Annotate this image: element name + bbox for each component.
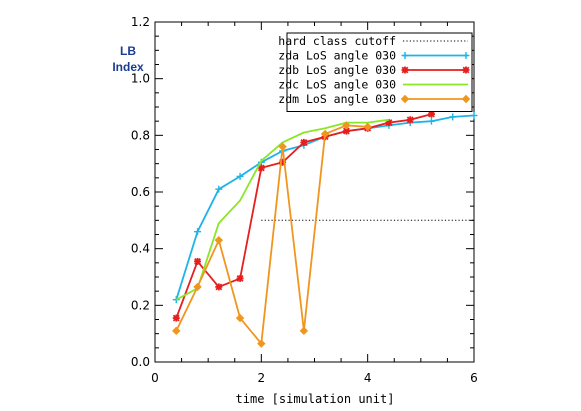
series-3 (172, 110, 435, 322)
y-axis-label-line: Index (112, 60, 144, 74)
series-lines (172, 110, 478, 348)
data-point (342, 121, 351, 130)
axis-ticks: 0 2 4 6 0.0 0.2 0.4 0.6 0.8 1.0 1.2 (131, 15, 478, 385)
legend-marker (462, 52, 470, 59)
x-tick-label: 6 (470, 371, 478, 385)
y-axis-label-line: LB (120, 44, 136, 58)
data-point (236, 172, 244, 180)
y-tick-label: 0.0 (131, 355, 150, 369)
series-5 (172, 121, 372, 348)
legend-marker (401, 66, 409, 74)
legend-entry-label: hard class cutoff (278, 34, 396, 48)
legend-entry-label: zdm LoS angle 030 (278, 92, 396, 106)
legend-entry-label: zdc LoS angle 030 (278, 78, 396, 92)
data-point (278, 142, 287, 151)
legend-marker (400, 94, 410, 104)
y-tick-label: 1.0 (131, 72, 150, 86)
series-line (175, 114, 475, 300)
y-tick-label: 0.2 (131, 298, 150, 312)
data-point (214, 235, 224, 245)
x-axis-label: time [simulation unit] (236, 392, 395, 406)
legend-marker (462, 66, 470, 74)
x-tick-label: 2 (258, 371, 266, 385)
data-point (172, 296, 180, 304)
data-point (194, 228, 202, 236)
data-point (194, 257, 202, 265)
x-tick-label: 0 (151, 371, 159, 385)
data-point (427, 117, 435, 125)
legend-marker (401, 52, 409, 59)
series-4 (175, 118, 390, 301)
y-tick-label: 1.2 (131, 15, 150, 29)
data-point (172, 326, 181, 336)
data-point (299, 326, 309, 336)
y-axis-label: LB Index (112, 44, 144, 74)
legend-entry-label: zdb LoS angle 030 (278, 63, 396, 77)
legend-marker (461, 94, 471, 104)
series-line (175, 124, 368, 345)
y-tick-label: 0.8 (131, 128, 150, 142)
data-point (363, 122, 372, 132)
data-point (320, 129, 330, 139)
data-point (193, 282, 202, 292)
y-tick-label: 0.4 (131, 242, 150, 256)
data-point (235, 313, 245, 323)
data-point (257, 164, 265, 172)
data-point (215, 185, 223, 193)
data-point (449, 113, 457, 121)
data-point (236, 274, 244, 282)
data-point (257, 339, 266, 348)
series-line (175, 118, 390, 301)
x-tick-label: 4 (364, 371, 372, 385)
data-point (215, 283, 223, 291)
legend-entry-label: zda LoS angle 030 (278, 49, 396, 63)
data-point (342, 127, 350, 135)
data-point (172, 314, 180, 322)
data-point (470, 112, 478, 119)
y-tick-label: 0.6 (131, 185, 150, 199)
data-point (300, 138, 308, 146)
data-point (406, 116, 414, 124)
